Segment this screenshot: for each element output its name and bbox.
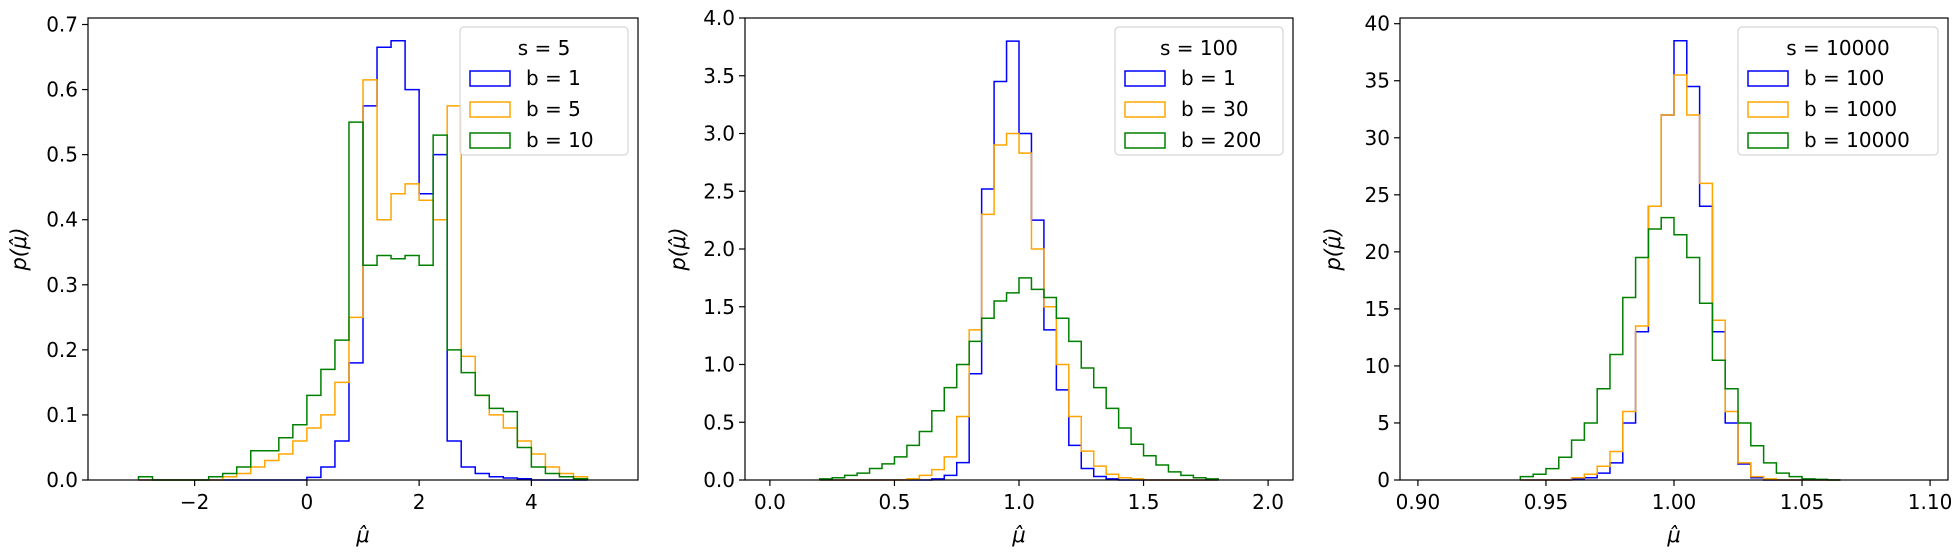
legend-label: b = 5: [526, 97, 581, 121]
legend-title: s = 100: [1160, 36, 1238, 60]
y-tick-label: 0.6: [46, 78, 78, 102]
y-tick-label: 2.5: [703, 179, 735, 203]
y-axis-label: p(μ̂): [7, 227, 31, 271]
y-tick-label: 1.0: [703, 353, 735, 377]
y-tick-label: 0.0: [46, 468, 78, 492]
y-tick-label: 0.7: [46, 13, 78, 37]
legend-label: b = 10: [526, 128, 594, 152]
legend-frame: [1114, 26, 1284, 156]
x-axis-label: μ̂: [355, 523, 369, 547]
legend-label: b = 1: [526, 66, 581, 90]
x-axis-label: μ̂: [1666, 523, 1680, 547]
legend: s = 10000 b = 100 b = 1000 b = 10000: [1737, 26, 1939, 156]
y-tick-label: 0.5: [46, 143, 78, 167]
legend-swatch: [1747, 70, 1789, 87]
x-tick-label: −2: [180, 490, 209, 514]
legend-label: b = 10000: [1804, 128, 1910, 152]
histogram-series-2: [138, 79, 589, 481]
x-tick-label: 1.00: [1652, 490, 1697, 514]
legend-title: s = 10000: [1786, 36, 1890, 60]
y-tick-label: 30: [1365, 126, 1390, 150]
chart-panel-2: 0.0 0.5 1.0 1.5 2.0 0.0 0.5 1.0 1.5 2.0 2.5 3.0 3.5 4…: [666, 6, 1294, 547]
y-tick-label: 20: [1365, 240, 1390, 264]
legend-frame: [459, 26, 629, 156]
y-axis-label: p(μ̂): [1321, 227, 1345, 271]
y-tick-label: 5: [1377, 411, 1390, 435]
y-tick-label: 0.3: [46, 273, 78, 297]
histogram-series-3: [818, 277, 1220, 480]
legend-label: b = 100: [1804, 66, 1884, 90]
legend-swatch: [469, 101, 511, 118]
y-tick-label: 0.0: [703, 468, 735, 492]
legend-swatch: [1747, 132, 1789, 149]
x-tick-label: 0.90: [1396, 490, 1441, 514]
legend-swatch: [1747, 101, 1789, 118]
chart-panel-1: −2 0 2 4 0.0 0.1 0.2 0.3 0.4 0.5 0.6 0.7 μ̂ p(μ̂) s = …: [7, 13, 639, 547]
y-tick-label: 0.2: [46, 338, 78, 362]
y-tick-label: 0: [1377, 468, 1390, 492]
chart-panel-3: 0.90 0.95 1.00 1.05 1.10 0 5 10 15 20 25 30 35 40 μ̂ p(…: [1321, 12, 1952, 547]
legend: s = 100 b = 1 b = 30 b = 200: [1114, 26, 1284, 156]
legend-label: b = 200: [1181, 128, 1261, 152]
x-tick-label: 0.95: [1524, 490, 1569, 514]
x-tick-label: 2.0: [1252, 490, 1284, 514]
y-tick-label: 1.5: [703, 295, 735, 319]
x-tick-label: 4: [525, 490, 538, 514]
x-tick-label: 1.0: [1003, 490, 1035, 514]
legend-swatch: [469, 70, 511, 87]
x-tick-label: 0.5: [879, 490, 911, 514]
legend-swatch: [469, 132, 511, 149]
y-tick-label: 40: [1365, 12, 1390, 36]
y-tick-label: 3.5: [703, 64, 735, 88]
x-tick-label: 0.0: [754, 490, 786, 514]
y-tick-label: 15: [1365, 297, 1390, 321]
histogram-series-2: [1520, 74, 1841, 481]
x-axis-label: μ̂: [1011, 523, 1025, 547]
x-tick-label: 0: [301, 490, 314, 514]
y-tick-label: 25: [1365, 183, 1390, 207]
y-tick-label: 10: [1365, 354, 1390, 378]
y-tick-label: 4.0: [703, 6, 735, 30]
y-tick-label: 35: [1365, 69, 1390, 93]
legend-swatch: [1124, 132, 1166, 149]
histogram-series-3: [137, 121, 589, 481]
legend-swatch: [1124, 101, 1166, 118]
y-axis-label: p(μ̂): [666, 227, 690, 271]
legend-frame: [1737, 26, 1939, 156]
y-tick-label: 3.0: [703, 122, 735, 146]
histogram-series-2: [819, 132, 1219, 481]
plot-frame: [87, 17, 639, 481]
legend-label: b = 1000: [1804, 97, 1897, 121]
y-tick-label: 0.4: [46, 208, 78, 232]
y-tick-label: 0.5: [703, 410, 735, 434]
histogram-series-3: [1519, 216, 1841, 481]
y-tick-label: 0.1: [46, 403, 78, 427]
x-tick-label: 1.10: [1908, 490, 1953, 514]
x-tick-label: 2: [413, 490, 426, 514]
y-tick-label: 2.0: [703, 237, 735, 261]
x-tick-label: 1.05: [1780, 490, 1825, 514]
legend-label: b = 30: [1181, 97, 1249, 121]
legend-title: s = 5: [518, 36, 571, 60]
legend: s = 5 b = 1 b = 5 b = 10: [459, 26, 629, 156]
legend-swatch: [1124, 70, 1166, 87]
x-tick-label: 1.5: [1128, 490, 1160, 514]
legend-label: b = 1: [1181, 66, 1236, 90]
